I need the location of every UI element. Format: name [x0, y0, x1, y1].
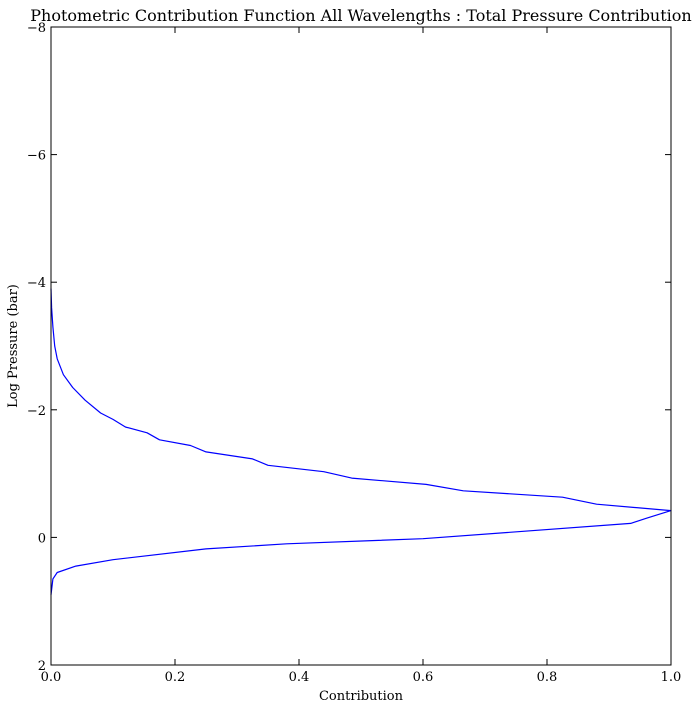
x-axis-label: Contribution	[319, 689, 404, 704]
x-tick-label: 0.6	[413, 670, 434, 685]
y-tick-label: −4	[27, 276, 46, 291]
y-tick-label: −2	[27, 404, 46, 419]
series-line	[50, 288, 672, 595]
y-axis-label: Log Pressure (bar)	[6, 284, 21, 408]
x-tick-label: 0.8	[537, 670, 558, 685]
series-layer	[50, 288, 672, 595]
chart-title: Photometric Contribution Function All Wa…	[30, 6, 691, 25]
plot-background	[51, 27, 671, 665]
x-tick-label: 1.0	[661, 670, 682, 685]
x-tick-label: 0.2	[165, 670, 186, 685]
y-tick-label: 2	[38, 659, 46, 674]
plot-frame	[50, 26, 672, 666]
y-tick-label: −6	[27, 149, 46, 164]
x-tick-label: 0.4	[289, 670, 310, 685]
x-tick-label: 0.0	[41, 670, 62, 685]
y-tick-label: −8	[27, 21, 46, 36]
y-tick-label: 0	[38, 531, 46, 546]
